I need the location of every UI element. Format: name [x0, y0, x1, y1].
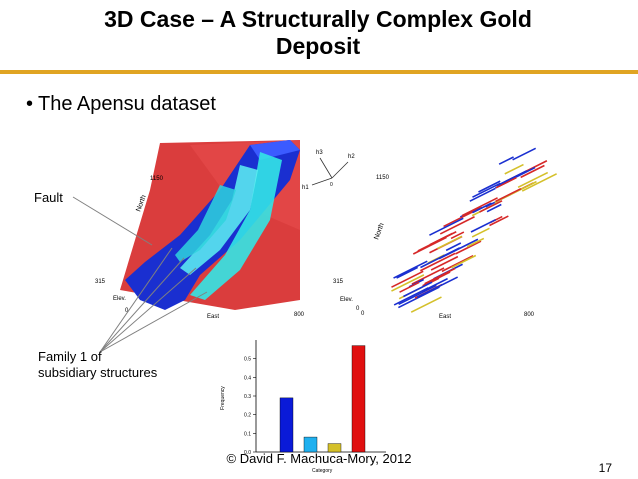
drillhole-trace	[439, 216, 475, 235]
drillhole-trace	[504, 163, 524, 175]
left-tick-1150: 1150	[150, 176, 164, 182]
subsidiary-structure-3	[175, 185, 236, 262]
drillhole-trace	[520, 164, 545, 179]
family-callout-line-1	[99, 247, 173, 353]
chart-ytick-label: 0.4	[244, 375, 251, 381]
drillhole-trace	[489, 215, 509, 227]
left-tick-315: 315	[95, 279, 106, 285]
drillhole-trace	[486, 203, 502, 213]
drillhole-trace	[393, 287, 429, 306]
drillhole-trace	[430, 255, 459, 271]
page-number: 17	[598, 461, 612, 475]
bullet-text: The Apensu dataset	[38, 93, 216, 115]
drillhole-trace	[399, 281, 420, 293]
title-line-2: Deposit	[275, 33, 361, 59]
chart-ytick-label: 0.3	[244, 394, 251, 400]
drillhole-trace	[470, 218, 496, 233]
drillhole-trace	[403, 281, 433, 298]
bullet-dot-icon: •	[26, 93, 34, 115]
left-tick-origin: 0	[125, 308, 129, 314]
right-tick-315: 315	[333, 279, 344, 285]
right-tick-1150: 1150	[376, 175, 390, 181]
drillhole-trace	[498, 156, 514, 165]
drillhole-trace	[437, 235, 463, 250]
drillhole-trace	[471, 227, 490, 238]
drillhole-trace	[391, 270, 424, 288]
bullet-item: • The Apensu dataset	[26, 92, 216, 116]
drillhole-trace	[478, 180, 501, 193]
gizmo-h1: h1	[302, 185, 309, 191]
drillhole-trace	[469, 187, 496, 202]
drillhole-trace	[496, 170, 528, 187]
drillhole-trace	[420, 252, 456, 272]
family-callout-line-3	[99, 267, 197, 353]
chart-xlabel: Category	[312, 468, 333, 474]
drillhole-trace	[450, 231, 465, 240]
drillhole-trace	[445, 242, 462, 252]
drillhole-trace	[420, 247, 461, 269]
gizmo-h3: h3	[316, 150, 323, 156]
drillhole-trace	[424, 267, 456, 285]
chart-ylabel: Frequency	[220, 386, 226, 410]
chart-ytick-label: 0.2	[244, 413, 251, 419]
right-tick-origin-b: 0	[361, 311, 365, 317]
gizmo-center: 0	[330, 182, 333, 188]
frequency-bar-chart: Frequency 0.0 0.1 0.2 0.3 0.4 0.5	[220, 340, 386, 456]
drillhole-trace	[393, 260, 428, 279]
family-label-line-1: Family 1 of	[38, 349, 102, 364]
family-callout-line-2	[99, 257, 185, 353]
chart-ytick-label: 0.5	[244, 357, 251, 363]
drillhole-trace	[461, 197, 498, 217]
right-tick-origin-a: 0	[356, 306, 360, 312]
drillhole-trace	[512, 147, 537, 161]
drillhole-trace	[479, 200, 503, 213]
right-axis-east: East	[439, 314, 451, 320]
drillhole-trace	[495, 176, 517, 189]
gizmo-h2: h2	[348, 154, 355, 160]
title-divider	[0, 70, 638, 74]
right-axis-north: North	[373, 222, 385, 241]
drillhole-trace	[398, 284, 437, 306]
family-callout-line-4	[99, 291, 208, 353]
orientation-gizmo: h3 h2 h1 0	[302, 150, 355, 191]
drillhole-trace	[416, 276, 459, 298]
subsidiary-structure-1	[190, 152, 282, 300]
family-label-line-2: subsidiary structures	[38, 365, 158, 380]
drillhole-trace	[495, 187, 522, 203]
fault-label: Fault	[34, 190, 63, 205]
title-line-1: 3D Case – A Structurally Complex Gold	[104, 6, 532, 32]
drillhole-trace	[429, 217, 464, 236]
chart-ytick-label: 0.1	[244, 431, 251, 437]
drillhole-trace	[391, 274, 425, 292]
left-axis-elev: Elev.	[113, 296, 126, 302]
drillhole-trace	[517, 171, 549, 189]
right-tick-800: 800	[524, 312, 535, 318]
fault-callout-line	[72, 196, 153, 246]
footer-copyright: © David F. Machuca-Mory, 2012	[226, 451, 412, 466]
drillhole-trace	[396, 266, 419, 279]
right-axis-elev: Elev.	[340, 297, 353, 303]
drillhole-trace	[441, 255, 474, 273]
drillhole-trace	[410, 296, 442, 313]
chart-bar	[279, 397, 294, 453]
drillhole-trace	[466, 237, 485, 248]
drillhole-trace	[455, 240, 482, 255]
chart-bar	[327, 443, 342, 453]
drillhole-trace	[422, 271, 451, 287]
left-tick-800: 800	[294, 312, 305, 318]
drillhole-traces	[391, 147, 557, 313]
drillhole-trace	[521, 173, 557, 192]
drillhole-trace	[472, 202, 492, 214]
left-axis-east: East	[207, 314, 219, 320]
drillhole-trace	[417, 231, 457, 252]
chart-bar	[351, 345, 366, 453]
drillhole-trace	[451, 254, 477, 269]
drillhole-trace	[472, 182, 501, 198]
chart-bar	[303, 436, 318, 453]
drillhole-trace	[411, 267, 445, 285]
chart-ytick-label: 0.0	[244, 450, 251, 456]
slide-title: 3D Case – A Structurally Complex Gold De…	[30, 6, 606, 60]
